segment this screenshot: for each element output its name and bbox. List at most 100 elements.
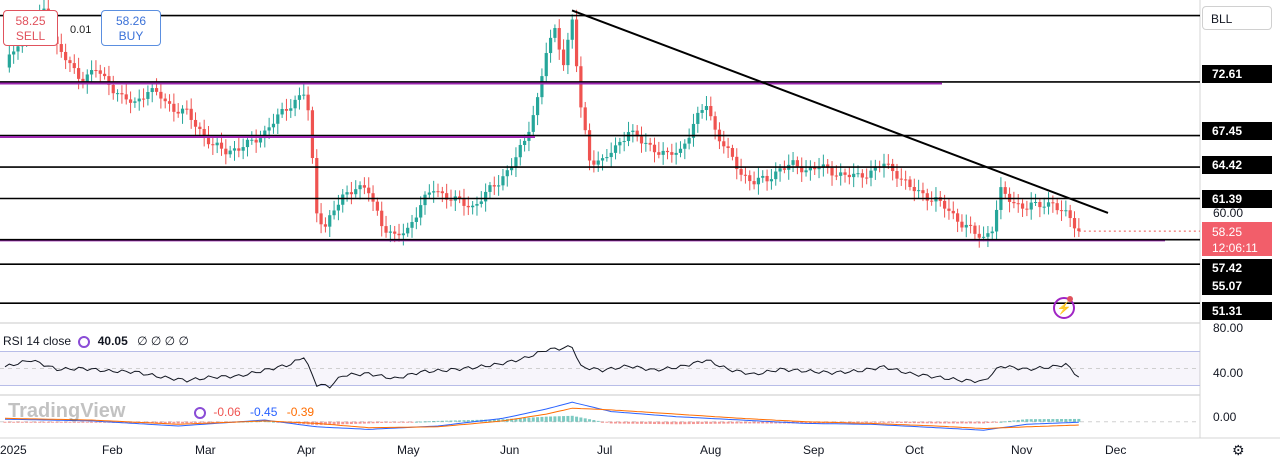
candle-body [865, 177, 869, 179]
macd-histogram-bar [1060, 419, 1064, 422]
macd-histogram-bar [743, 421, 747, 424]
candle-body [336, 204, 341, 211]
candle-body [440, 191, 444, 194]
indicator-settings-icon[interactable] [78, 335, 91, 348]
candle-body [683, 143, 687, 149]
macd-histogram-bar [575, 416, 579, 422]
level-tag-51-31: 51.31 [1202, 302, 1272, 320]
candle-body [968, 224, 973, 226]
rsi-legend[interactable]: RSI 14 close 40.05 ∅ ∅ ∅ ∅ [3, 334, 189, 348]
lightning-icon[interactable]: ⚡ [1053, 297, 1075, 319]
candle-body [1051, 202, 1055, 204]
candle-body [310, 110, 315, 159]
indicator-settings-icon[interactable] [194, 406, 206, 419]
gear-icon[interactable]: ⚙ [1232, 442, 1245, 458]
candle-body [782, 168, 786, 170]
candle-body [561, 49, 566, 66]
candle-body [644, 142, 648, 144]
macd-histogram-bar [536, 417, 540, 422]
candle-body [821, 164, 825, 168]
macd-histogram-bar [869, 421, 873, 423]
macd-histogram-bar [956, 421, 960, 424]
macd-histogram-bar [947, 421, 951, 424]
macd-histogram-bar [622, 421, 626, 424]
candle-body [492, 185, 496, 187]
candle-body [419, 205, 423, 218]
candle-body [232, 148, 237, 151]
candle-body [484, 191, 488, 202]
macd-histogram-bar [25, 421, 29, 423]
candle-body [600, 158, 605, 161]
sell-button[interactable]: 58.25 SELL [3, 10, 58, 46]
macd-histogram-bar [51, 421, 55, 423]
candle-body [765, 175, 769, 182]
macd-histogram-bar [449, 420, 453, 422]
candle-body [414, 217, 418, 222]
level-tag-67-45: 67.45 [1202, 122, 1272, 140]
macd-histogram-bar [912, 421, 916, 424]
current-price: 58.25 [1212, 225, 1243, 239]
macd-histogram-bar [466, 420, 470, 422]
candle-body [64, 51, 68, 61]
candle-body [319, 213, 323, 225]
candle-body [12, 51, 16, 55]
macd-histogram-bar [596, 420, 600, 422]
candle-body [873, 166, 877, 171]
macd-axis-0: 0.00 [1213, 410, 1237, 424]
candle-body [202, 129, 206, 137]
macd-histogram-bar [16, 421, 20, 423]
macd-histogram-bar [440, 420, 444, 422]
x-tick: Mar [195, 443, 216, 457]
macd-histogram-bar [124, 421, 128, 423]
candle-body [1020, 203, 1025, 209]
candle-body [605, 157, 609, 159]
macd-histogram-bar [419, 421, 423, 423]
candle-body [691, 123, 696, 138]
candle-body [349, 192, 353, 195]
level-tag-61-39: 61.39 [1202, 190, 1272, 208]
macd-histogram-bar [553, 416, 557, 422]
candle-body [635, 130, 639, 137]
macd-histogram-bar [514, 418, 518, 422]
macd-histogram-bar [562, 416, 566, 422]
candle-body [332, 210, 336, 216]
candle-body [639, 136, 644, 144]
macd-histogram-bar [1077, 418, 1081, 422]
buy-button[interactable]: 58.26 BUY [101, 10, 161, 46]
candle-body [994, 209, 999, 232]
candle-body [956, 213, 960, 222]
macd-histogram-bar [393, 421, 397, 423]
sell-price: 58.25 [15, 14, 46, 28]
macd-histogram-bar [523, 417, 527, 422]
macd-histogram-bar [969, 421, 973, 424]
x-tick: Aug [700, 443, 722, 457]
candle-body [761, 175, 765, 178]
macd-legend[interactable]: -0.06 -0.45 -0.39 [190, 405, 314, 419]
current-price-box: 58.25 12:06:11 [1202, 222, 1272, 256]
macd-histogram-bar [882, 421, 886, 423]
candle-body [1068, 210, 1072, 219]
macd-histogram-bar [1003, 421, 1007, 423]
x-tick: Sep [803, 443, 825, 457]
buy-label: BUY [118, 29, 144, 43]
macd-histogram-bar [752, 421, 756, 424]
macd-histogram-bar [904, 421, 908, 424]
macd-histogram-bar [527, 417, 531, 422]
candle-body [423, 194, 427, 206]
candle-body [852, 173, 856, 178]
spread-value: 0.01 [70, 24, 92, 36]
candle-body [297, 95, 302, 100]
macd-histogram-bar [605, 421, 609, 423]
macd-histogram-bar [81, 421, 85, 423]
macd-histogram-bar [635, 421, 639, 424]
macd-histogram-bar [1025, 419, 1029, 422]
candle-body [544, 53, 548, 77]
candle-body [514, 157, 518, 168]
macd-histogram-bar [471, 419, 475, 422]
candle-body [375, 201, 379, 211]
candle-body [696, 112, 700, 124]
symbol-box[interactable]: BLL [1202, 6, 1272, 30]
candle-body [618, 141, 622, 146]
candle-body [120, 93, 124, 95]
